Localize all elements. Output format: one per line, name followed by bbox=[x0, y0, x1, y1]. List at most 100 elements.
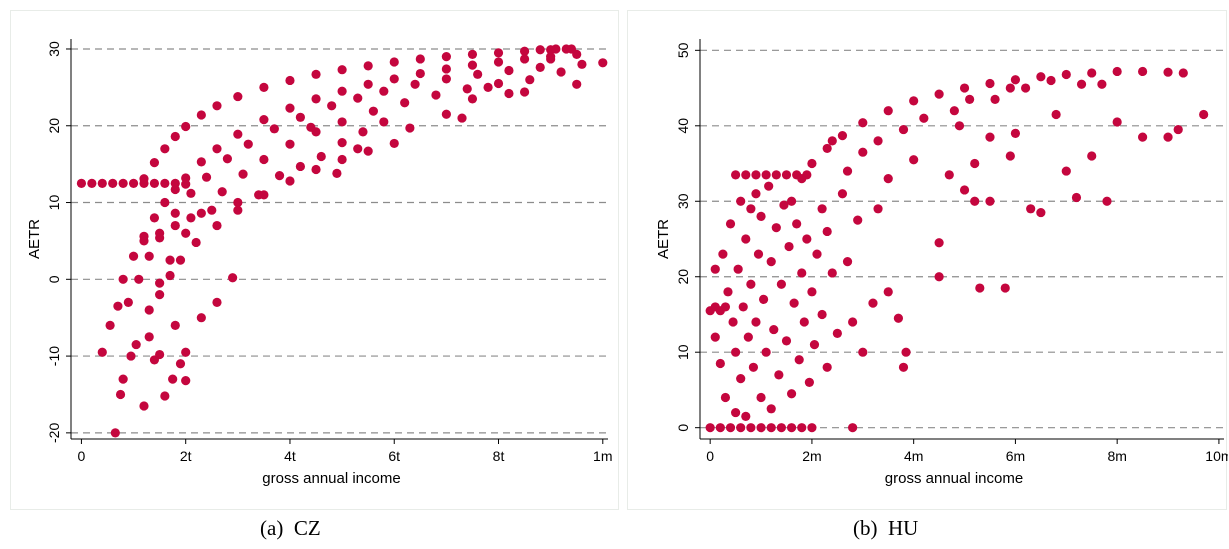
cz-point-23 bbox=[363, 61, 373, 71]
cz-point-142 bbox=[457, 113, 467, 123]
hu-point-106 bbox=[898, 362, 909, 372]
hu-point-76 bbox=[776, 279, 786, 289]
hu-point-53 bbox=[733, 264, 743, 274]
cz-point-71 bbox=[473, 69, 483, 79]
cz-point-151 bbox=[332, 168, 342, 178]
cz-point-110 bbox=[97, 347, 107, 357]
hu-point-65 bbox=[753, 249, 764, 259]
hu-point-145 bbox=[1005, 83, 1015, 93]
cz-point-109 bbox=[254, 190, 264, 200]
hu-point-84 bbox=[797, 268, 807, 278]
cz-point-118 bbox=[139, 401, 149, 411]
hu-point-81 bbox=[789, 298, 799, 308]
hu-point-38 bbox=[1087, 68, 1097, 78]
cz-point-37 bbox=[170, 184, 180, 195]
cz-point-115 bbox=[118, 374, 128, 384]
hu-point-32 bbox=[934, 89, 944, 99]
hu-point-15 bbox=[720, 302, 731, 312]
hu-point-5 bbox=[756, 423, 766, 433]
hu-point-92 bbox=[817, 309, 827, 320]
hu-point-140 bbox=[1199, 109, 1209, 120]
hu-point-78 bbox=[781, 336, 792, 346]
hu-point-134 bbox=[1087, 151, 1097, 161]
cz-point-69 bbox=[410, 79, 420, 89]
cz-point-47 bbox=[389, 74, 399, 84]
hu-point-37 bbox=[1061, 69, 1071, 80]
cz-point-14 bbox=[170, 131, 180, 142]
hu-point-141 bbox=[1076, 79, 1087, 89]
hu-point-16 bbox=[731, 170, 741, 180]
cz-point-45 bbox=[337, 86, 347, 96]
cz-point-84 bbox=[337, 117, 347, 127]
cz-point-59 bbox=[170, 208, 180, 218]
hu-point-131 bbox=[1051, 109, 1061, 120]
cz-y-tick-label-2: 0 bbox=[46, 275, 62, 283]
hu-point-27 bbox=[822, 143, 832, 154]
cz-point-40 bbox=[212, 144, 222, 154]
hu-point-137 bbox=[1138, 132, 1148, 142]
cz-point-24 bbox=[389, 57, 399, 67]
cz-point-20 bbox=[285, 75, 295, 86]
hu-point-79 bbox=[784, 241, 794, 252]
cz-point-39 bbox=[196, 157, 206, 167]
cz-point-88 bbox=[462, 84, 472, 94]
cz-point-103 bbox=[139, 236, 149, 246]
hu-point-17 bbox=[741, 170, 751, 180]
hu-point-96 bbox=[832, 328, 842, 338]
cz-point-82 bbox=[285, 139, 295, 149]
cz-point-121 bbox=[155, 349, 165, 360]
hu-point-68 bbox=[758, 294, 769, 304]
cz-y-tick-label-3: 10 bbox=[46, 195, 62, 211]
hu-point-126 bbox=[1000, 283, 1010, 293]
cz-point-150 bbox=[353, 144, 363, 154]
hu-point-109 bbox=[842, 166, 853, 176]
hu-point-130 bbox=[1036, 207, 1046, 218]
hu-point-31 bbox=[909, 96, 919, 106]
cz-point-124 bbox=[170, 320, 180, 330]
hu-point-74 bbox=[771, 223, 781, 233]
cz-point-0 bbox=[76, 178, 87, 188]
hu-point-118 bbox=[944, 170, 954, 180]
cz-point-149 bbox=[306, 122, 316, 132]
cz-y-tick-label-0: -20 bbox=[46, 423, 62, 443]
cz-point-74 bbox=[144, 305, 154, 315]
hu-point-144 bbox=[1020, 83, 1031, 93]
hu-point-59 bbox=[743, 332, 753, 342]
cz-point-57 bbox=[144, 251, 154, 261]
cz-point-111 bbox=[105, 320, 115, 330]
cz-point-117 bbox=[131, 339, 141, 350]
hu-point-99 bbox=[848, 317, 858, 327]
hu-point-91 bbox=[817, 204, 827, 214]
hu-point-105 bbox=[893, 313, 904, 323]
cz-point-1 bbox=[87, 178, 97, 188]
cz-point-2 bbox=[97, 178, 107, 188]
cz-point-91 bbox=[155, 290, 165, 300]
cz-point-35 bbox=[149, 213, 160, 223]
hu-point-77 bbox=[779, 200, 789, 210]
hu-point-2 bbox=[725, 423, 736, 433]
cz-point-116 bbox=[126, 351, 136, 361]
cz-point-86 bbox=[400, 98, 410, 108]
cz-point-101 bbox=[363, 146, 373, 156]
cz-point-3 bbox=[108, 178, 118, 188]
hu-point-26 bbox=[807, 158, 817, 169]
caption-cz: (a) CZ bbox=[260, 516, 321, 541]
cz-point-15 bbox=[181, 121, 191, 132]
hu-point-55 bbox=[736, 374, 746, 384]
cz-point-138 bbox=[577, 59, 587, 69]
cz-point-46 bbox=[363, 79, 373, 89]
cz-point-55 bbox=[123, 297, 133, 307]
cz-point-139 bbox=[598, 58, 608, 68]
cz-point-81 bbox=[259, 154, 269, 165]
hu-point-143 bbox=[1046, 75, 1056, 86]
hu-point-20 bbox=[771, 170, 781, 180]
cz-point-29 bbox=[519, 46, 530, 56]
hu-point-0 bbox=[705, 423, 715, 433]
cz-point-153 bbox=[551, 44, 561, 54]
cz-point-60 bbox=[186, 188, 196, 198]
hu-point-93 bbox=[822, 226, 832, 237]
hu-point-41 bbox=[1163, 67, 1173, 77]
cz-y-axis-label: AETR bbox=[26, 219, 43, 259]
hu-x-tick-label-5: 10m bbox=[1205, 448, 1228, 464]
cz-point-72 bbox=[504, 65, 514, 76]
